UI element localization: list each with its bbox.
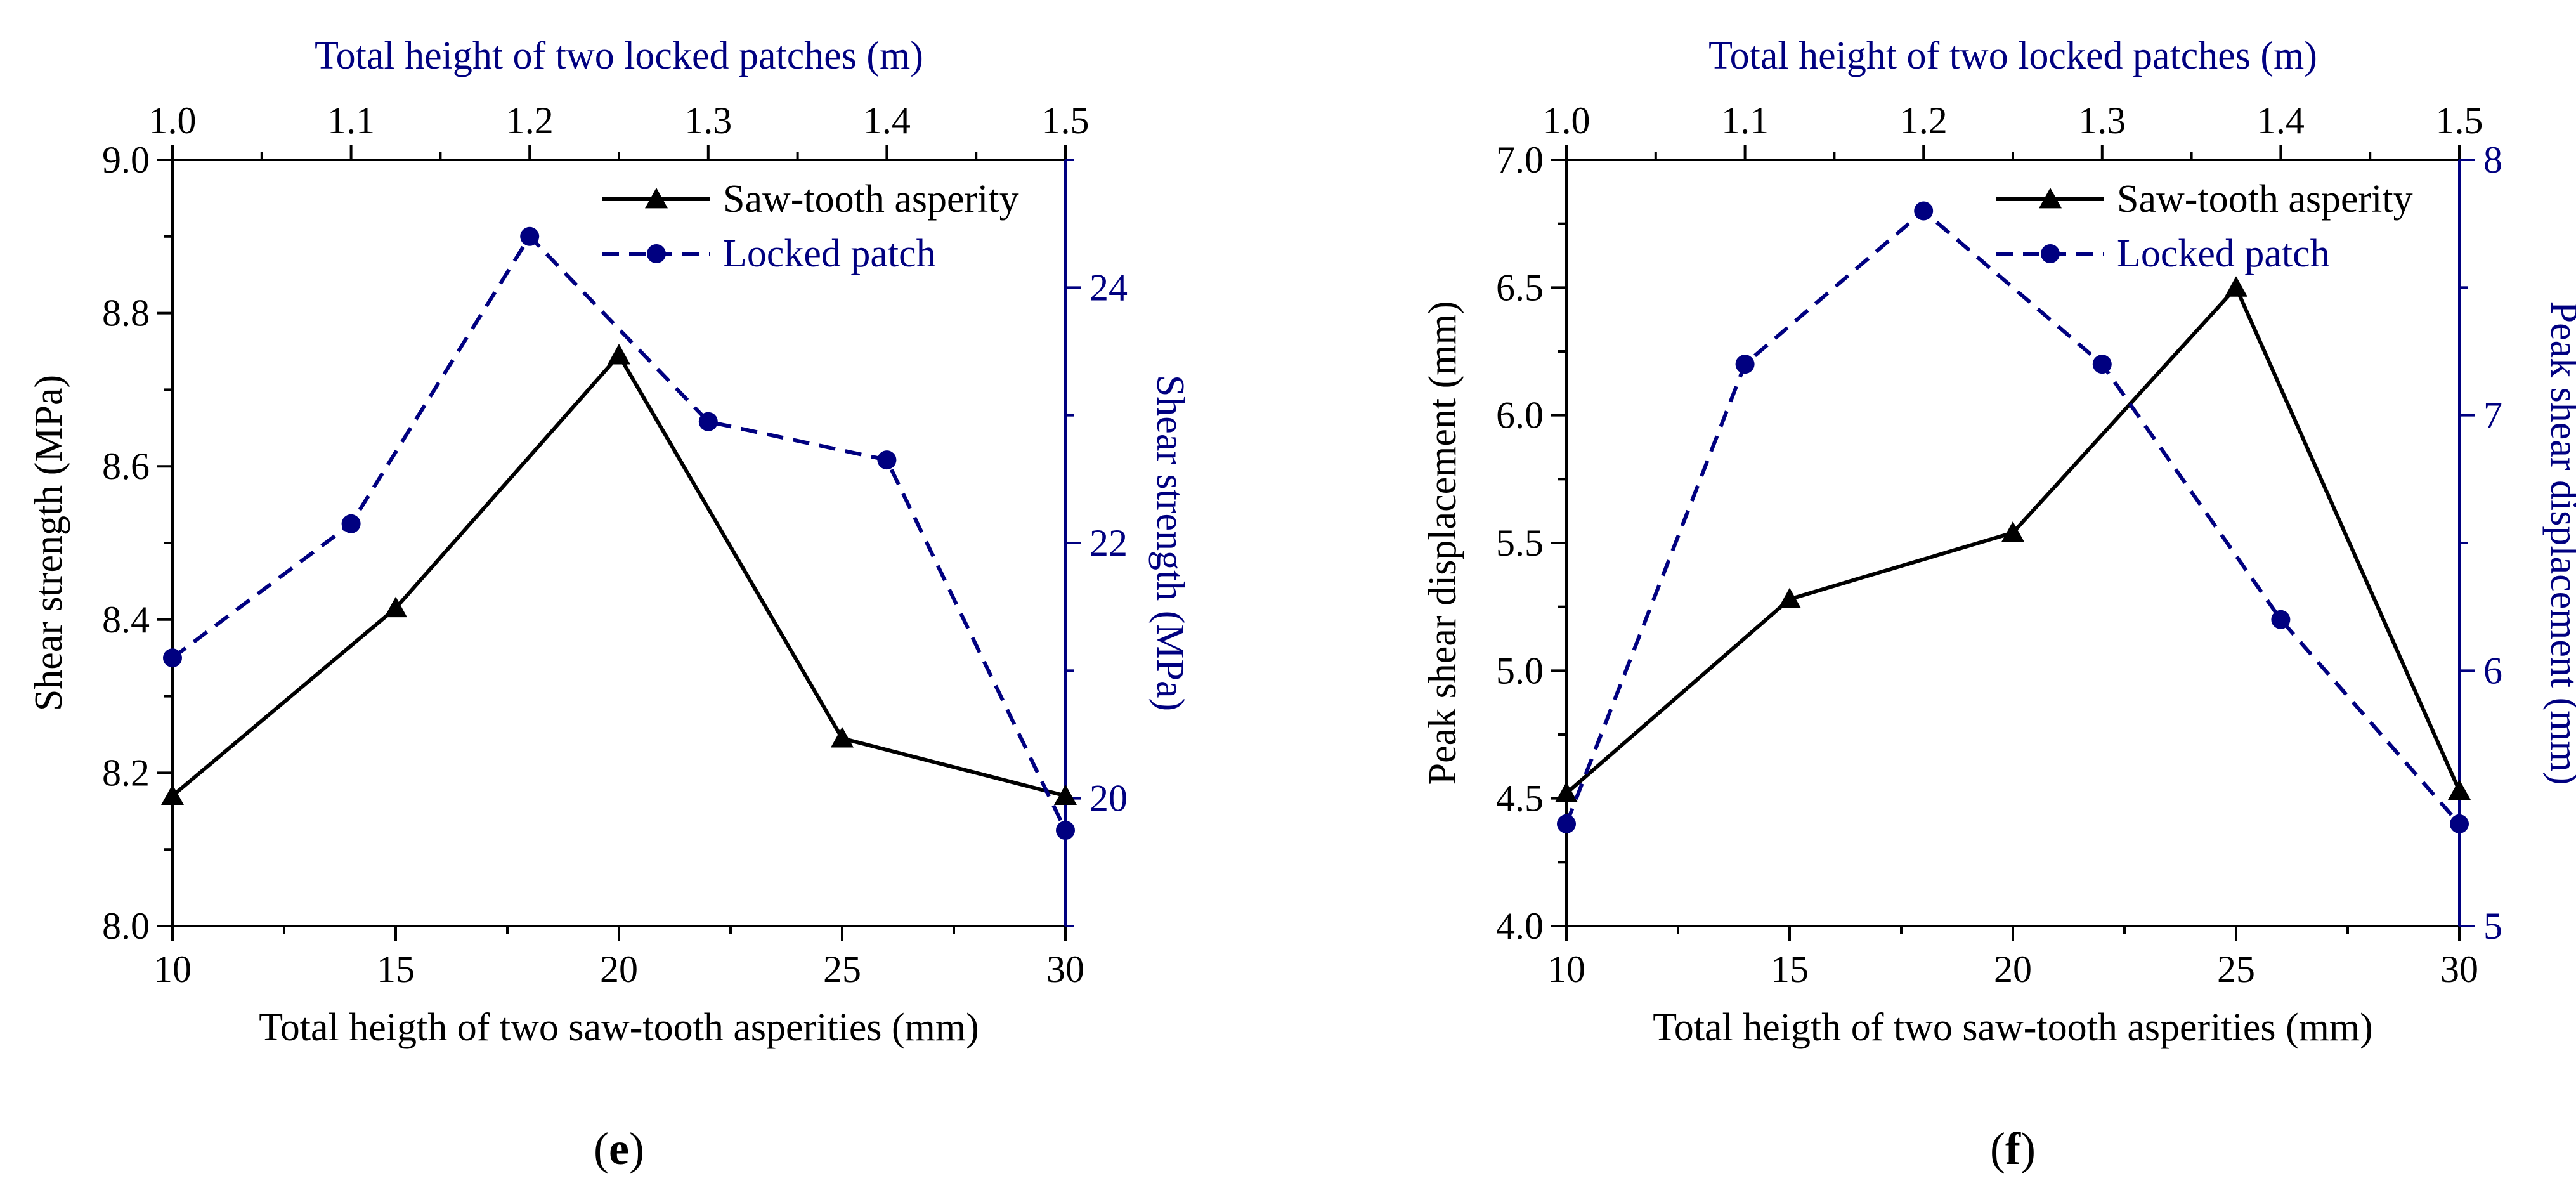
locked-patch-point (1056, 821, 1075, 840)
locked-patch-line (171, 234, 1067, 832)
panel-label-letter: e (609, 1123, 629, 1174)
saw-tooth-point (384, 596, 407, 618)
y-tick-label: 5.5 (1496, 522, 1544, 564)
locked-patch-point (877, 450, 897, 470)
locked-patch-point (2092, 355, 2112, 374)
y2-tick-label: 24 (1090, 266, 1128, 308)
x2-tick-label: 1.1 (1721, 100, 1769, 141)
x-tick-label: 20 (1994, 948, 2032, 990)
x2-tick-label: 1.5 (1042, 100, 1090, 141)
y-tick-label: 8.0 (102, 905, 150, 947)
saw-tooth-point (608, 344, 630, 365)
x2-tick-label: 1.5 (2436, 100, 2483, 141)
locked-patch-point (1557, 814, 1576, 833)
legend-label: Saw-tooth asperity (723, 178, 1019, 221)
x-tick-label: 10 (153, 948, 192, 990)
x-tick-label: 30 (2440, 948, 2478, 990)
y-axis-title: Peak shear displacement (mm) (1421, 301, 1464, 785)
y-tick-label: 6.5 (1496, 266, 1544, 308)
y-tick-label: 9.0 (102, 139, 150, 181)
x-tick-label: 15 (1771, 948, 1809, 990)
x2-tick-label: 1.3 (2078, 100, 2126, 141)
y2-tick-label: 22 (1090, 522, 1128, 564)
y2-tick-label: 6 (2483, 650, 2502, 691)
x2-tick-label: 1.4 (863, 100, 911, 141)
y-tick-label: 8.2 (102, 752, 150, 794)
x-tick-label: 25 (823, 948, 861, 990)
legend-label: Locked patch (2117, 232, 2330, 275)
y-tick-label: 6.0 (1496, 395, 1544, 436)
x-tick-label: 25 (2217, 948, 2255, 990)
locked-patch-point (1735, 355, 1755, 374)
locked-patch-point (698, 412, 718, 431)
y-tick-label: 8.8 (102, 292, 150, 334)
x2-axis-title: Total height of two locked patches (m) (315, 34, 923, 77)
x-tick-label: 15 (377, 948, 415, 990)
locked-patch-point (341, 514, 361, 533)
y-tick-label: 5.0 (1496, 650, 1544, 691)
x2-tick-label: 1.3 (684, 100, 732, 141)
legend-marker-triangle (2039, 188, 2062, 209)
chart-panel-e: 10 15 20 25 30 1.0 1.1 1.2 1.3 1.4 1.5 8.0 8.2 8.4 8.6… (27, 34, 1192, 1174)
locked-patch-point (520, 226, 540, 246)
legend-marker-circle (647, 244, 666, 263)
legend-label: Locked patch (723, 232, 936, 275)
y2-axis-title: Peak shear displacement (mm) (2542, 301, 2576, 785)
locked-patch-line (1564, 209, 2461, 825)
y2-tick-label: 5 (2483, 905, 2502, 947)
panel-label: (e) (594, 1123, 644, 1174)
y2-tick-label: 7 (2483, 395, 2502, 436)
saw-tooth-point (161, 784, 184, 806)
saw-tooth-point (831, 727, 854, 748)
x2-tick-label: 1.2 (1900, 100, 1948, 141)
x-tick-label: 10 (1547, 948, 1585, 990)
y-tick-label: 4.5 (1496, 778, 1544, 820)
y-tick-label: 7.0 (1496, 139, 1544, 181)
x2-tick-label: 1.1 (327, 100, 375, 141)
saw-tooth-point (2225, 276, 2247, 297)
saw-tooth-point (2001, 521, 2024, 542)
x2-tick-label: 1.0 (149, 100, 197, 141)
saw-tooth-point (2448, 779, 2471, 800)
locked-patch-point (2450, 814, 2469, 833)
saw-tooth-point (1778, 587, 1801, 608)
x2-tick-label: 1.2 (506, 100, 554, 141)
y-tick-label: 8.6 (102, 445, 150, 487)
x2-axis-title: Total height of two locked patches (m) (1708, 34, 2317, 77)
y2-tick-label: 8 (2483, 139, 2502, 181)
y-tick-label: 8.4 (102, 599, 150, 641)
y-tick-label: 4.0 (1496, 905, 1544, 947)
x2-tick-label: 1.0 (1543, 100, 1590, 141)
x2-tick-label: 1.4 (2257, 100, 2305, 141)
legend-marker-triangle (645, 188, 668, 209)
x-axis-title: Total heigth of two saw-tooth asperities… (1653, 1006, 2373, 1049)
saw-tooth-point (1054, 784, 1077, 806)
locked-patch-point (1914, 201, 1934, 221)
chart-panel-f: 10 15 20 25 30 1.0 1.1 1.2 1.3 1.4 1.5 4.0 4.5 5.0 5.5… (1421, 34, 2576, 1174)
x-tick-label: 30 (1046, 948, 1084, 990)
locked-patch-point (163, 648, 182, 668)
legend-marker-circle (2041, 244, 2060, 263)
saw-tooth-point (1555, 781, 1578, 803)
legend-label: Saw-tooth asperity (2117, 178, 2413, 221)
y-axis-title: Shear strength (MPa) (27, 375, 70, 711)
saw-tooth-line (171, 353, 1066, 798)
y2-tick-label: 20 (1090, 778, 1128, 820)
panel-label: (f) (1990, 1123, 2036, 1174)
locked-patch-point (2271, 610, 2291, 629)
x-axis-title: Total heigth of two saw-tooth asperities… (259, 1006, 979, 1049)
x-tick-label: 20 (600, 948, 638, 990)
y2-axis-title: Shear strength (MPa) (1148, 375, 1192, 711)
panel-label-letter: f (2005, 1123, 2021, 1174)
